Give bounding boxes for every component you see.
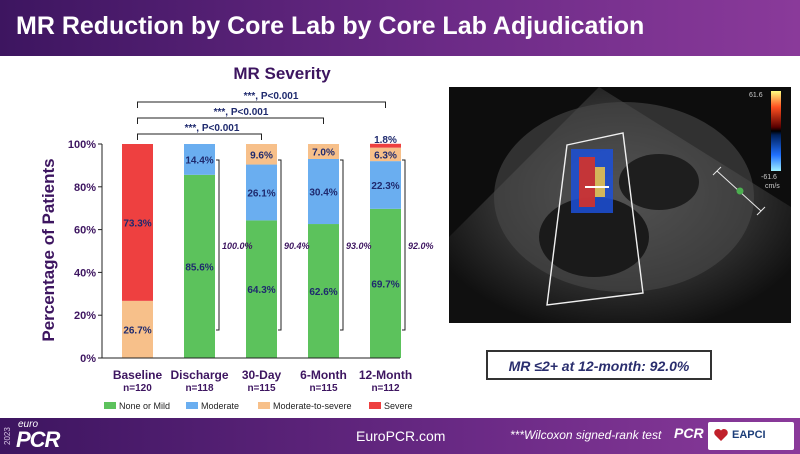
x-tick-label: Baseline xyxy=(113,368,163,382)
x-n-label: n=120 xyxy=(123,383,152,394)
legend-swatch xyxy=(258,402,270,409)
bar-value-label: 22.3% xyxy=(371,181,399,192)
echocardiogram-image: 61.6 -61.6 cm/s xyxy=(449,87,791,323)
bar-value-label: 26.7% xyxy=(123,325,151,336)
slide-title: MR Reduction by Core Lab by Core Lab Adj… xyxy=(16,12,645,40)
legend-label: Moderate xyxy=(201,401,239,411)
bar-segment xyxy=(370,208,401,358)
y-tick-label: 80% xyxy=(74,182,96,194)
bar-segment xyxy=(184,174,215,358)
legend-label: Severe xyxy=(384,401,413,411)
x-n-label: n=115 xyxy=(247,383,276,394)
cumulative-bracket-label: 100.0% xyxy=(222,241,253,251)
eapci-label: EAPCI xyxy=(732,429,766,441)
bar-group xyxy=(122,143,401,358)
echo-drawing: 61.6 -61.6 cm/s xyxy=(449,87,791,323)
bar-value-label: 73.3% xyxy=(123,218,151,229)
bar-segment xyxy=(370,161,401,209)
significance-bracket xyxy=(137,133,262,140)
y-tick-label: 20% xyxy=(74,310,96,322)
significance-brackets: ***, P<0.001 ***, P<0.001 ***, P<0.001 xyxy=(137,91,386,140)
cumulative-bracket-label: 93.0% xyxy=(346,241,372,251)
significance-bracket xyxy=(137,101,386,108)
bar-value-label: 26.1% xyxy=(247,188,275,199)
y-tick-label: 40% xyxy=(74,267,96,279)
significance-bracket xyxy=(137,117,324,124)
chart-title: MR Severity xyxy=(233,64,331,83)
cumulative-bracket xyxy=(278,159,282,331)
y-axis-label: Percentage of Patients xyxy=(39,158,58,341)
significance-label: ***, P<0.001 xyxy=(185,123,240,134)
x-tick-label: 30-Day xyxy=(242,368,282,382)
bar-value-label: 1.8% xyxy=(374,135,397,146)
colorbar-top-label: 61.6 xyxy=(749,92,763,99)
europcr-logo: PCR xyxy=(16,427,60,452)
bar-segment xyxy=(370,143,401,148)
legend-swatch xyxy=(186,402,198,409)
bar-segment xyxy=(246,220,277,358)
legend-label: None or Mild xyxy=(119,401,170,411)
footer-url[interactable]: EuroPCR.com xyxy=(356,428,446,444)
x-tick-label: 12-Month xyxy=(359,368,412,382)
y-tick-label: 0% xyxy=(80,353,96,365)
bar-value-label: 9.6% xyxy=(250,150,273,161)
callout-text: MR ≤2+ at 12-month: 92.0% xyxy=(508,358,690,374)
x-tick-label: 6-Month xyxy=(300,368,347,382)
slide-header: MR Reduction by Core Lab by Core Lab Adj… xyxy=(0,0,800,56)
bar-value-label: 85.6% xyxy=(185,262,213,273)
cumulative-bracket xyxy=(216,159,220,331)
mr-severity-chart: MR Severity Percentage of Patients 0% 20%… xyxy=(39,64,434,411)
bar-segment xyxy=(370,147,401,162)
bar-value-labels: 26.7% 73.3% 85.6% 14.4% 64.3% 26.1% 9.6% 62.6% 3… xyxy=(123,135,399,337)
bar-segment xyxy=(308,224,339,358)
significance-label: ***, P<0.001 xyxy=(214,107,269,118)
bar-value-label: 14.4% xyxy=(185,155,213,166)
y-tick-label: 100% xyxy=(68,139,96,151)
cumulative-bracket xyxy=(402,159,406,331)
bar-segment xyxy=(122,300,153,358)
logo-euro: euro xyxy=(18,419,39,430)
bar-value-label: 7.0% xyxy=(312,147,335,158)
y-tick-label: 60% xyxy=(74,225,96,237)
bar-value-label: 62.6% xyxy=(309,287,337,298)
x-axis: Baselinen=120Dischargen=11830-Dayn=1156-… xyxy=(102,357,412,394)
bar-segment xyxy=(184,144,215,175)
bar-segment xyxy=(308,144,339,159)
bar-value-label: 6.3% xyxy=(374,150,397,161)
eapci-logo: EAPCI xyxy=(708,422,794,450)
bar-segment xyxy=(122,144,153,301)
x-n-label: n=112 xyxy=(371,383,400,394)
legend-label: Moderate-to-severe xyxy=(273,401,352,411)
bar-segment xyxy=(246,164,277,221)
legend: None or Mild Moderate Moderate-to-severe Se… xyxy=(104,401,413,411)
y-axis: 0% 20% 40% 60% 80% 100% xyxy=(68,139,103,365)
footnote: ***Wilcoxon signed-rank test xyxy=(510,428,662,442)
callout-box: MR ≤2+ at 12-month: 92.0% xyxy=(486,350,712,380)
pcr-badge: PCR xyxy=(674,425,704,441)
bar-segment xyxy=(308,158,339,225)
bar-value-label: 69.7% xyxy=(371,279,399,290)
bar-value-label: 64.3% xyxy=(247,285,275,296)
x-tick-label: Discharge xyxy=(170,368,228,382)
bar-value-label: 30.4% xyxy=(309,188,337,199)
x-n-label: n=118 xyxy=(185,383,214,394)
cumulative-bracket xyxy=(340,159,344,331)
slide-footer: 2023 euro PCR EuroPCR.com ***Wilcoxon si… xyxy=(0,418,800,454)
cumulative-bracket-label: 92.0% xyxy=(408,241,434,251)
legend-swatch xyxy=(104,402,116,409)
significance-label: ***, P<0.001 xyxy=(244,91,299,102)
logo-year: 2023 xyxy=(3,427,12,445)
cumulative-brackets: 100.0% 90.4% 93.0% 92.0% xyxy=(216,159,434,331)
cumulative-bracket-label: 90.4% xyxy=(284,241,310,251)
x-n-label: n=115 xyxy=(309,383,338,394)
legend-swatch xyxy=(369,402,381,409)
colorbar-unit-label: cm/s xyxy=(765,183,780,190)
colorbar-bottom-label: -61.6 xyxy=(761,174,777,181)
heart-icon xyxy=(714,429,728,441)
bar-segment xyxy=(246,144,277,165)
